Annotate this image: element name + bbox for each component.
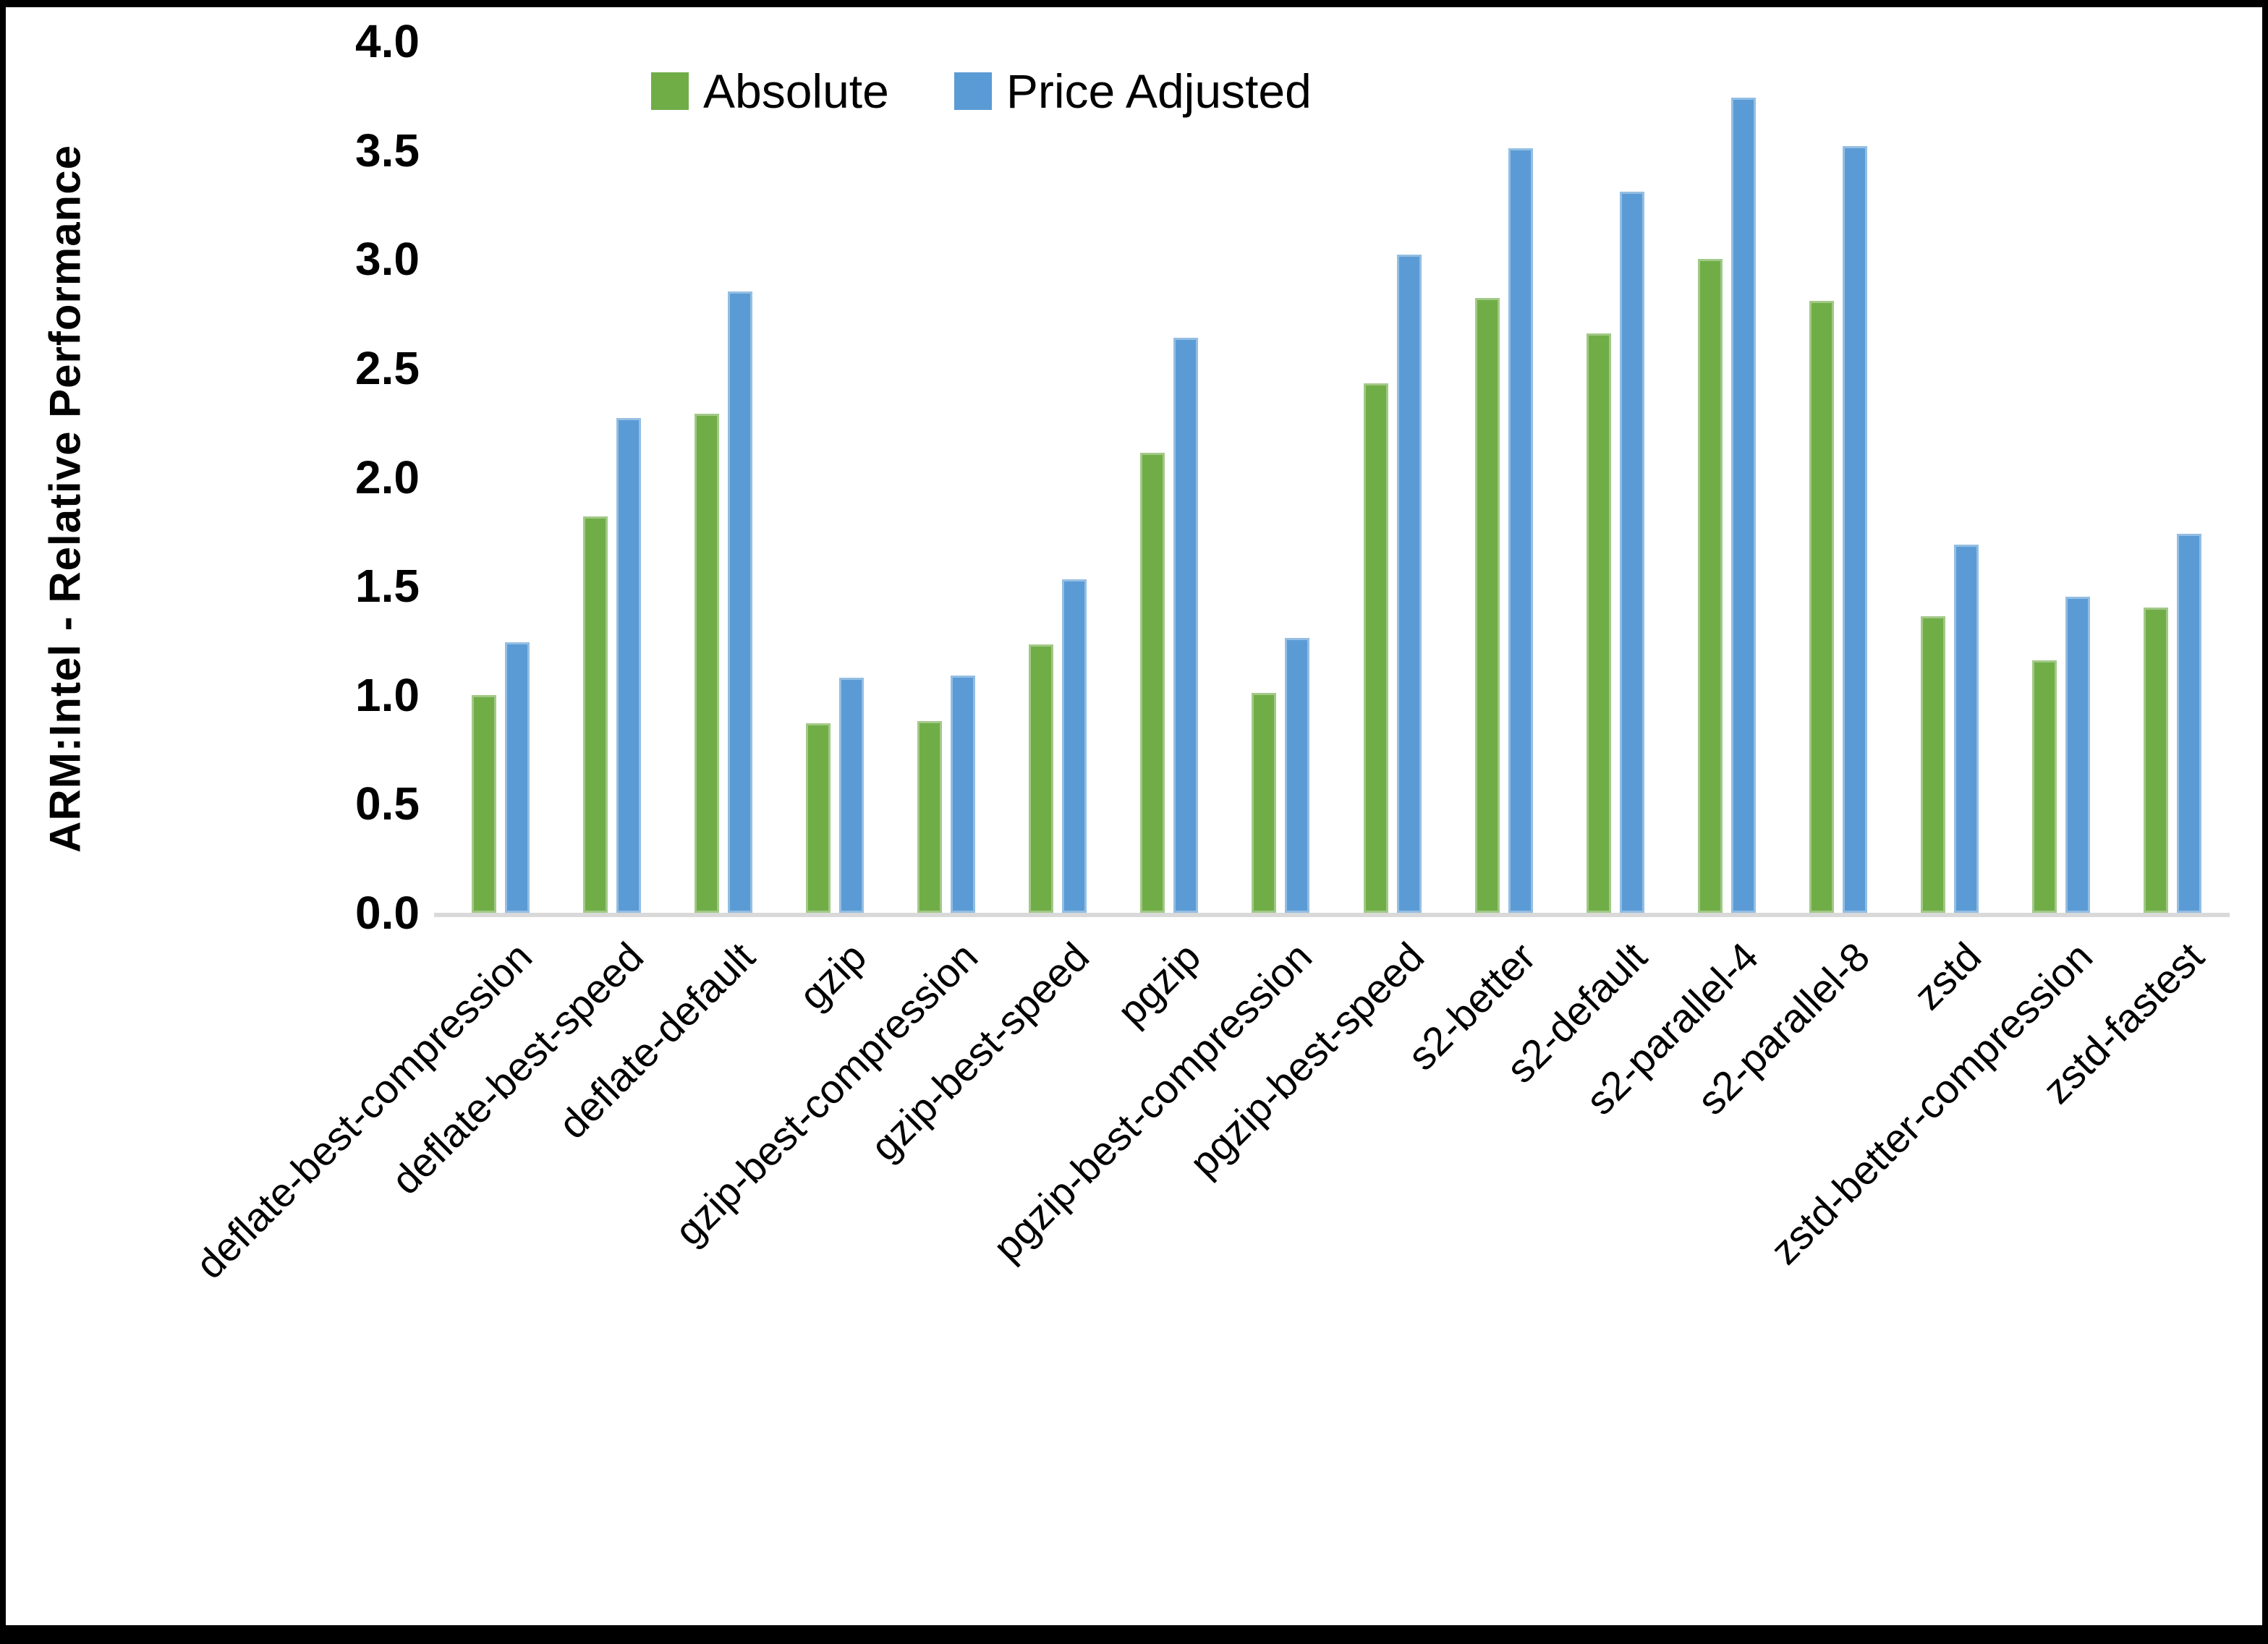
bar-absolute — [1586, 333, 1611, 913]
bar-absolute — [1474, 298, 1500, 913]
legend-item-price-adjusted: Price Adjusted — [954, 64, 1312, 119]
y-tick-label: 2.0 — [355, 451, 420, 503]
y-tick-label: 4.0 — [355, 15, 420, 67]
plot-area — [445, 41, 2228, 913]
y-tick-label: 1.0 — [355, 668, 420, 721]
y-tick-label: 1.5 — [355, 560, 420, 613]
bar-absolute — [2143, 608, 2168, 913]
bar-price-adjusted — [1619, 191, 1644, 913]
bar-group-pgzip-best-speed — [1337, 41, 1448, 913]
bar-absolute — [472, 694, 497, 913]
legend-swatch-price-adjusted — [954, 72, 992, 110]
bar-absolute — [1140, 453, 1165, 913]
bar-group-deflate-best-compression — [445, 41, 556, 913]
bar-absolute — [1697, 259, 1723, 913]
bar-price-adjusted — [1730, 98, 1756, 913]
bar-group-deflate-best-speed — [556, 41, 668, 913]
y-tick-label: 0.0 — [355, 887, 420, 939]
bar-group-s2-parallel-4 — [1671, 41, 1783, 913]
bar-price-adjusted — [1285, 638, 1310, 913]
bar-absolute — [583, 516, 608, 913]
bar-absolute — [1920, 616, 1945, 913]
bar-group-pgzip — [1113, 41, 1225, 913]
legend-label-price-adjusted: Price Adjusted — [1006, 64, 1312, 118]
bar-absolute — [1029, 644, 1054, 913]
bar-group-s2-parallel-8 — [1783, 41, 1894, 913]
bar-price-adjusted — [2065, 597, 2090, 913]
bar-price-adjusted — [728, 291, 753, 913]
frame-border-top — [0, 0, 2268, 7]
bar-group-zstd-fastest — [2117, 41, 2228, 913]
bar-absolute — [1252, 692, 1277, 913]
bar-absolute — [1809, 300, 1834, 913]
y-tick-label: 0.5 — [355, 778, 420, 830]
bar-price-adjusted — [951, 675, 976, 913]
bar-absolute — [806, 723, 831, 913]
y-tick-label: 3.5 — [355, 124, 420, 176]
y-tick-label: 2.5 — [355, 341, 420, 394]
bar-group-pgzip-best-compression — [1225, 41, 1336, 913]
bar-absolute — [917, 720, 943, 913]
bar-price-adjusted — [616, 418, 642, 913]
legend-swatch-absolute — [651, 72, 689, 110]
bar-price-adjusted — [1508, 148, 1533, 913]
bar-price-adjusted — [2176, 533, 2201, 913]
legend-item-absolute: Absolute — [651, 64, 889, 119]
bar-group-s2-default — [1560, 41, 1671, 913]
bar-group-s2-better — [1448, 41, 1560, 913]
bar-price-adjusted — [1396, 255, 1422, 913]
bar-group-gzip-best-compression — [891, 41, 1002, 913]
bar-absolute — [2031, 660, 2057, 913]
bar-group-zstd — [1894, 41, 2005, 913]
frame-border-left — [0, 0, 6, 1644]
bar-group-zstd-better-compression — [2005, 41, 2117, 913]
bar-group-gzip-best-speed — [1002, 41, 1113, 913]
bar-price-adjusted — [1173, 337, 1199, 913]
bar-absolute — [695, 414, 720, 913]
frame-border-right — [2262, 0, 2268, 1644]
bar-price-adjusted — [1062, 579, 1087, 913]
frame-border-bottom — [0, 1625, 2268, 1644]
bar-price-adjusted — [1953, 544, 1979, 913]
bar-group-gzip — [779, 41, 891, 913]
bar-group-deflate-default — [668, 41, 779, 913]
bar-price-adjusted — [505, 642, 530, 913]
bar-price-adjusted — [839, 677, 865, 913]
bar-absolute — [1363, 383, 1388, 913]
legend: Absolute Price Adjusted — [651, 64, 1312, 119]
x-axis-line — [434, 913, 2230, 917]
legend-label-absolute: Absolute — [703, 64, 889, 118]
y-tick-label: 3.0 — [355, 233, 420, 286]
bar-price-adjusted — [1842, 145, 1867, 913]
